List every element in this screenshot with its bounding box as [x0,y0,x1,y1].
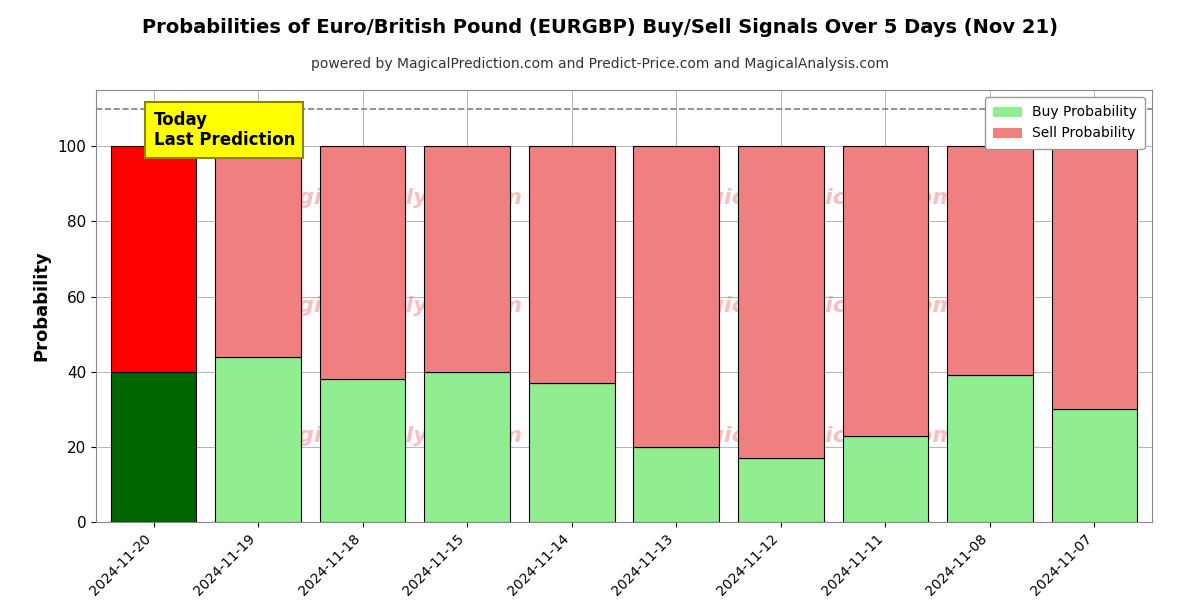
Text: Today
Last Prediction: Today Last Prediction [154,110,295,149]
Bar [319,379,406,522]
Text: MagicalAnalysis.com: MagicalAnalysis.com [262,188,522,208]
Bar [215,146,301,357]
Bar [215,357,301,522]
Bar [842,146,929,436]
Text: MagicalPrediction.com: MagicalPrediction.com [672,425,956,446]
Bar [110,372,197,522]
Bar [425,146,510,372]
Bar [842,436,929,522]
Bar [319,146,406,379]
Text: MagicalAnalysis.com: MagicalAnalysis.com [262,425,522,446]
Bar [529,383,614,522]
Bar [529,146,614,383]
Bar [634,447,719,522]
Text: MagicalAnalysis.com: MagicalAnalysis.com [262,296,522,316]
Text: MagicalPrediction.com: MagicalPrediction.com [672,296,956,316]
Bar [110,146,197,372]
Bar [1051,146,1138,409]
Bar [947,376,1033,522]
Bar [738,458,823,522]
Text: powered by MagicalPrediction.com and Predict-Price.com and MagicalAnalysis.com: powered by MagicalPrediction.com and Pre… [311,57,889,71]
Text: MagicalPrediction.com: MagicalPrediction.com [672,188,956,208]
Bar [738,146,823,458]
Legend: Buy Probability, Sell Probability: Buy Probability, Sell Probability [985,97,1145,149]
Y-axis label: Probability: Probability [32,251,50,361]
Text: Probabilities of Euro/British Pound (EURGBP) Buy/Sell Signals Over 5 Days (Nov 2: Probabilities of Euro/British Pound (EUR… [142,18,1058,37]
Bar [1051,409,1138,522]
Bar [634,146,719,447]
Bar [947,146,1033,376]
Bar [425,372,510,522]
